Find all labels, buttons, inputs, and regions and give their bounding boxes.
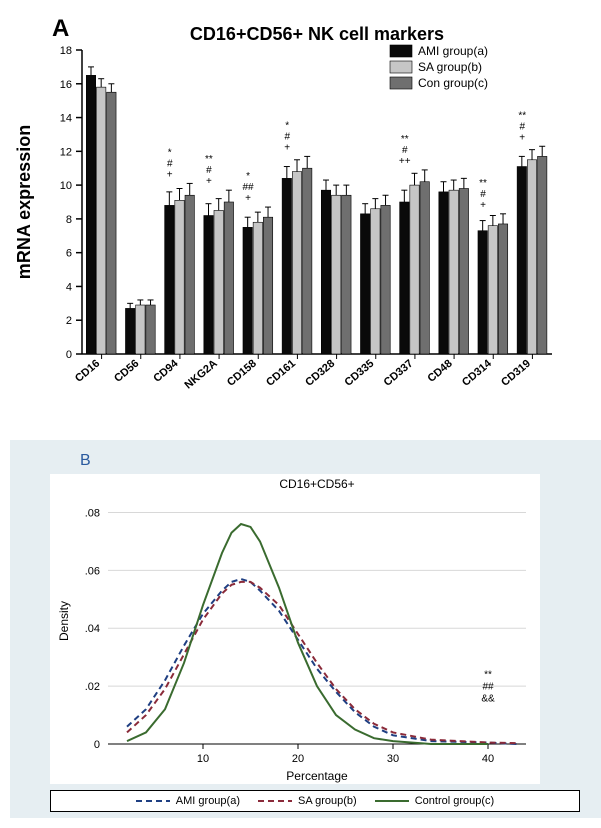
svg-text:SA group(b): SA group(b) [418, 60, 482, 74]
legend-b: AMI group(a) SA group(b) Control group(c) [50, 790, 580, 812]
svg-text:CD337: CD337 [382, 358, 416, 389]
panel-b-label: B [80, 452, 580, 470]
svg-text:0: 0 [66, 349, 72, 361]
svg-text:14: 14 [60, 113, 72, 125]
svg-text:CD56: CD56 [112, 358, 141, 385]
panel-b-wrap: B CD16+CD56+ 0 .02 .04 .06 .08 Density 10 20 30 40… [10, 440, 601, 818]
svg-text:+: + [167, 169, 173, 180]
svg-text:**: ** [401, 134, 409, 145]
legend-item: SA group(b) [258, 795, 357, 807]
svg-text:8: 8 [66, 214, 72, 226]
svg-text:AMI group(a): AMI group(a) [418, 44, 488, 58]
svg-text:*: * [246, 171, 250, 182]
svg-text:CD319: CD319 [499, 358, 533, 389]
svg-text:*: * [285, 120, 289, 131]
panel-a: A CD16+CD56+ NK cell markers 0 2 4 6 8 10 12 14 16… [10, 10, 570, 430]
svg-text:10: 10 [60, 180, 72, 192]
bar-chart: A CD16+CD56+ NK cell markers 0 2 4 6 8 10 12 14 16… [10, 10, 570, 430]
svg-text:A: A [52, 15, 69, 42]
density-chart: CD16+CD56+ 0 .02 .04 .06 .08 Density 10 20 30 40 Pe… [50, 474, 540, 784]
svg-text:#: # [206, 165, 212, 176]
svg-text:CD314: CD314 [460, 357, 495, 389]
svg-text:#: # [167, 158, 173, 169]
svg-text:30: 30 [387, 753, 399, 765]
svg-text:CD16+CD56+: CD16+CD56+ [279, 477, 354, 491]
svg-text:*: * [168, 147, 172, 158]
legend-item: Control group(c) [375, 795, 494, 807]
svg-text:2: 2 [66, 315, 72, 327]
svg-text:.06: .06 [85, 565, 100, 577]
svg-text:NKG2A: NKG2A [183, 358, 220, 392]
svg-text:**: ** [484, 669, 492, 680]
svg-text:CD335: CD335 [342, 358, 376, 389]
svg-text:+: + [245, 193, 251, 204]
svg-text:CD48: CD48 [425, 358, 454, 385]
svg-text:0: 0 [94, 739, 100, 751]
svg-text:&&: && [481, 693, 495, 704]
svg-text:**: ** [479, 178, 487, 189]
svg-text:##: ## [482, 681, 494, 692]
svg-text:++: ++ [399, 156, 411, 167]
svg-text:4: 4 [66, 281, 72, 293]
svg-text:+: + [480, 200, 486, 211]
svg-text:**: ** [518, 110, 526, 121]
svg-text:6: 6 [66, 248, 72, 260]
svg-text:.04: .04 [85, 623, 100, 635]
svg-text:#: # [402, 145, 408, 156]
svg-text:+: + [519, 132, 525, 143]
svg-text:.02: .02 [85, 681, 100, 693]
svg-text:CD16: CD16 [73, 358, 102, 385]
svg-text:Density: Density [57, 601, 71, 641]
svg-text:#: # [519, 121, 525, 132]
svg-text:40: 40 [482, 753, 494, 765]
svg-text:18: 18 [60, 45, 72, 57]
svg-text:**: ** [205, 154, 213, 165]
svg-text:CD161: CD161 [264, 358, 298, 389]
svg-text:#: # [284, 131, 290, 142]
svg-text:12: 12 [60, 146, 72, 158]
svg-text:10: 10 [197, 753, 209, 765]
svg-text:Percentage: Percentage [286, 769, 348, 783]
svg-text:+: + [284, 142, 290, 153]
svg-text:16: 16 [60, 79, 72, 91]
svg-text:Con group(c): Con group(c) [418, 76, 488, 90]
svg-text:20: 20 [292, 753, 304, 765]
svg-text:CD158: CD158 [225, 358, 259, 389]
svg-text:mRNA expression: mRNA expression [14, 125, 34, 279]
svg-text:CD328: CD328 [303, 358, 337, 389]
svg-text:.08: .08 [85, 507, 100, 519]
legend-item: AMI group(a) [136, 795, 240, 807]
svg-text:#: # [480, 189, 486, 200]
svg-text:+: + [206, 176, 212, 187]
svg-text:CD94: CD94 [151, 357, 181, 385]
svg-text:CD16+CD56+ NK cell markers: CD16+CD56+ NK cell markers [190, 24, 444, 44]
panel-b: CD16+CD56+ 0 .02 .04 .06 .08 Density 10 20 30 40 Pe… [50, 474, 540, 784]
svg-text:##: ## [243, 182, 255, 193]
